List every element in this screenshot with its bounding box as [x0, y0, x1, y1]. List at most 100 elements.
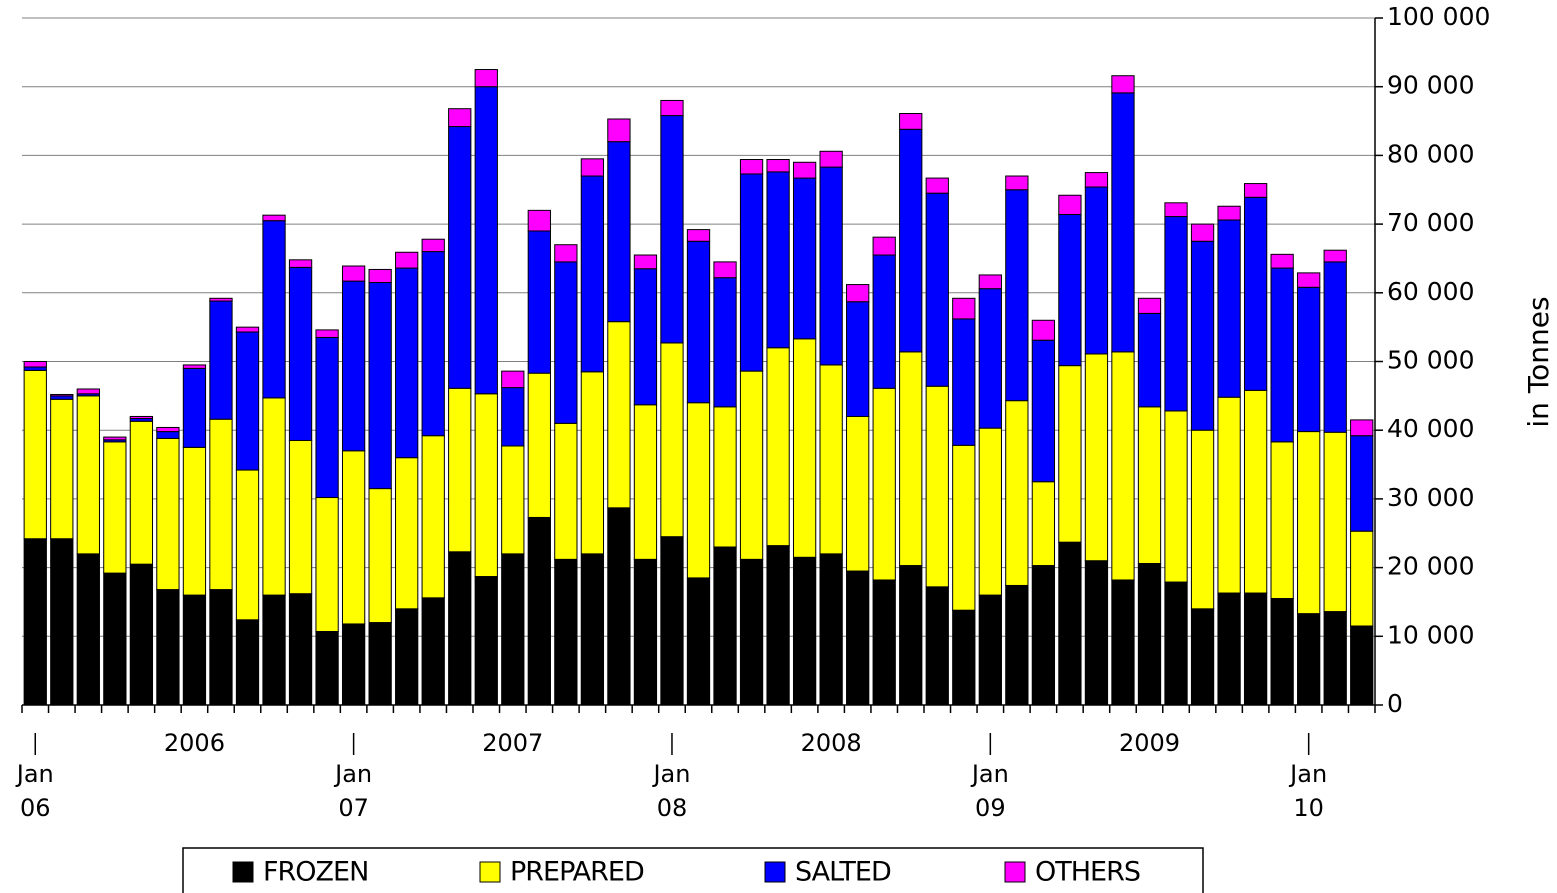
bar-segment	[819, 364, 843, 555]
bar-segment	[607, 118, 631, 143]
bar-segment	[1350, 530, 1374, 627]
bar-segment	[952, 318, 976, 446]
x-tick-label: Jan	[970, 760, 1009, 788]
bar-segment	[1243, 389, 1268, 594]
bar-segment	[1005, 584, 1029, 706]
bar-segment	[899, 351, 923, 567]
bar-segment	[792, 338, 817, 558]
bar-segment	[766, 347, 790, 547]
legend-label: SALTED	[795, 857, 891, 888]
bar-segment	[156, 589, 180, 706]
bar-segment	[209, 297, 233, 302]
bar-segment	[739, 558, 764, 706]
bar-segment	[1190, 608, 1215, 706]
bar-segment	[448, 387, 472, 553]
bar-segment	[103, 441, 127, 574]
bar-segment	[607, 141, 631, 323]
bar-segment	[527, 516, 551, 706]
bar-segment	[1005, 175, 1029, 191]
bar-segment	[686, 402, 711, 579]
bar-segment	[978, 274, 1002, 290]
legend-box	[182, 847, 1204, 893]
y-tick-label: 20 000	[1387, 552, 1474, 581]
bar-segment	[1297, 272, 1321, 288]
bar-segment	[76, 395, 100, 555]
bar-segment	[686, 229, 711, 242]
bar-segment	[1323, 431, 1347, 613]
x-tick-label: 06	[20, 794, 51, 822]
bar-segment	[368, 268, 392, 283]
bar-segment	[23, 369, 47, 540]
x-group-label: 2008	[801, 729, 862, 757]
bar-segment	[182, 364, 207, 369]
bar-segment	[103, 436, 127, 441]
bar-segment	[156, 426, 180, 433]
bar-segment	[1031, 565, 1056, 706]
x-tick-label: 08	[657, 794, 688, 822]
bar-segment	[474, 576, 498, 706]
bar-segment	[395, 251, 419, 269]
y-tick-label: 100 000	[1387, 2, 1490, 31]
bar-segment	[872, 579, 896, 706]
bar-segment	[1084, 353, 1109, 562]
bar-segment	[1084, 186, 1109, 355]
bar-segment	[448, 108, 472, 128]
bar-segment	[660, 115, 684, 344]
bar-segment	[1164, 216, 1188, 412]
bar-segment	[686, 240, 711, 404]
bar-segment	[1164, 581, 1188, 706]
bar-segment	[925, 586, 949, 706]
bar-segment	[819, 150, 843, 168]
legend-label: PREPARED	[510, 857, 644, 888]
bar-segment	[76, 388, 100, 395]
bar-segment	[607, 507, 631, 706]
bar-segment	[633, 254, 658, 270]
bar-segment	[341, 265, 366, 282]
bar-segment	[448, 551, 472, 706]
bar-segment	[846, 415, 870, 572]
bar-segment	[501, 445, 525, 555]
bar-segment	[739, 159, 764, 175]
bar-segment	[766, 171, 790, 349]
y-tick-label: 50 000	[1387, 346, 1474, 375]
bar-segment	[209, 300, 233, 420]
bar-segment	[1217, 592, 1241, 706]
bar-segment	[1031, 319, 1056, 341]
bar-segment	[1270, 441, 1294, 600]
bar-segment	[341, 623, 366, 706]
bar-segment	[554, 558, 578, 706]
bar-segment	[527, 209, 551, 232]
bar-segment	[474, 69, 498, 88]
bar-segment	[872, 387, 896, 581]
bar-segment	[1243, 183, 1268, 198]
bar-segment	[23, 361, 47, 368]
bar-segment	[899, 112, 923, 130]
x-group-label: 2006	[164, 729, 225, 757]
bar-segment	[1058, 365, 1082, 543]
bar-segment	[846, 284, 870, 303]
bar-segment	[315, 497, 339, 632]
bar-segment	[819, 553, 843, 706]
x-tick-label: Jan	[651, 760, 690, 788]
x-tick-label: 07	[338, 794, 369, 822]
bar-segment	[1005, 400, 1029, 586]
bar-segment	[209, 418, 233, 591]
bar-segment	[1164, 410, 1188, 583]
bar-segment	[633, 404, 658, 560]
bar-segment	[474, 393, 498, 578]
bar-segment	[846, 570, 870, 706]
bar-segment	[766, 545, 790, 706]
bar-segment	[262, 214, 286, 222]
bar-segment	[1350, 625, 1374, 706]
bar-segment	[713, 546, 737, 706]
bar-segment	[235, 469, 260, 621]
bar-segment	[1111, 579, 1135, 706]
bar-segment	[421, 251, 445, 437]
bar-segment	[792, 177, 817, 340]
bar-segment	[395, 457, 419, 610]
bar-segment	[1031, 481, 1056, 567]
bar-segment	[421, 435, 445, 599]
bar-segment	[182, 594, 207, 706]
bar-segment	[1243, 196, 1268, 391]
bar-segment	[792, 556, 817, 706]
